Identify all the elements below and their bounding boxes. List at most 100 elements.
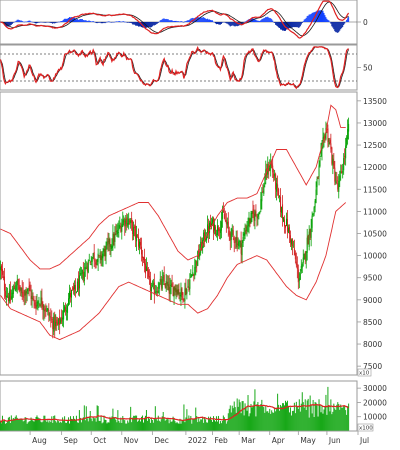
volume-bar: [121, 422, 123, 431]
volume-bar: [59, 422, 61, 431]
volume-bar: [118, 420, 120, 431]
candle-body: [309, 229, 311, 236]
macd-histogram-bar: [29, 20, 31, 22]
macd-histogram-bar: [160, 19, 162, 22]
volume-bar: [129, 417, 131, 431]
stoch-y-tick-label: 50: [363, 64, 373, 73]
volume-bar: [72, 416, 74, 431]
volume-bar: [263, 407, 265, 431]
candle-body: [93, 252, 95, 261]
volume-bar: [3, 419, 5, 431]
candle-body: [259, 211, 261, 213]
volume-bar: [6, 421, 8, 431]
volume-bar: [36, 415, 38, 431]
volume-bar: [225, 423, 227, 431]
candle-body: [96, 259, 98, 266]
macd-histogram-bar: [77, 19, 79, 22]
candle-body: [220, 221, 222, 231]
candle-body: [2, 276, 4, 278]
macd-histogram-bar: [93, 21, 95, 23]
candle-body: [264, 182, 266, 185]
macd-histogram-bar: [140, 22, 142, 27]
macd-histogram-bar: [191, 18, 193, 22]
volume-bar: [310, 404, 312, 431]
volume-bar: [249, 413, 251, 431]
volume-y-tick-label: 20000: [363, 398, 387, 407]
volume-bar: [42, 421, 44, 431]
volume-bar: [196, 416, 198, 431]
macd-histogram-bar: [6, 22, 8, 27]
macd-histogram-bar: [119, 21, 121, 22]
volume-bar: [33, 421, 35, 431]
volume-bar: [94, 418, 96, 431]
candle-body: [128, 218, 130, 225]
macd-histogram-bar: [24, 21, 26, 23]
x-tick-label: Aug: [32, 436, 47, 445]
volume-bar: [325, 394, 327, 431]
volume-bar: [12, 418, 14, 431]
macd-histogram-bar: [42, 22, 44, 23]
candle-body: [59, 316, 61, 325]
candle-body: [136, 234, 138, 242]
macd-histogram-bar: [96, 22, 98, 24]
macd-histogram-bar: [200, 16, 202, 22]
volume-bar: [53, 415, 55, 431]
macd-histogram-bar: [232, 22, 234, 26]
candle-body: [91, 257, 93, 262]
candle-body: [340, 171, 342, 174]
candle-body: [146, 268, 148, 272]
macd-histogram-bar: [7, 22, 9, 27]
volume-bar: [119, 422, 121, 431]
macd-histogram-bar: [11, 22, 13, 24]
stochastic-line: [0, 45, 349, 90]
macd-histogram-bar: [145, 22, 147, 28]
candle-body: [46, 308, 48, 311]
macd-histogram-bar: [261, 19, 263, 22]
candle-body: [297, 269, 299, 283]
volume-bar: [298, 399, 300, 431]
volume-bar: [75, 415, 77, 431]
candle-body: [65, 307, 67, 311]
volume-bar: [114, 417, 116, 431]
candle-body: [317, 177, 319, 179]
candle-body: [184, 288, 186, 302]
volume-bar: [10, 415, 12, 431]
candle-body: [180, 288, 182, 297]
volume-bar: [74, 419, 76, 431]
macd-histogram-bar: [19, 20, 21, 22]
candle-body: [50, 317, 52, 319]
candle-body: [20, 287, 22, 291]
candle-body: [251, 211, 253, 214]
volume-bar: [51, 416, 53, 431]
volume-bar: [340, 404, 342, 431]
volume-bar: [250, 404, 252, 431]
volume-bar: [329, 411, 331, 431]
candle-body: [116, 230, 118, 235]
macd-histogram-bar: [250, 18, 252, 22]
volume-bar: [95, 421, 97, 431]
macd-histogram-bar: [220, 22, 222, 24]
volume-bar: [173, 419, 175, 431]
macd-histogram-bar: [280, 22, 282, 30]
candle-body: [97, 253, 99, 262]
candle-body: [69, 291, 71, 299]
candle-body: [163, 274, 165, 282]
volume-bar: [194, 419, 196, 431]
candle-body: [192, 272, 194, 276]
macd-histogram-bar: [60, 21, 62, 22]
candle-body: [0, 265, 2, 271]
candle-body: [143, 257, 145, 265]
volume-bar: [84, 420, 86, 431]
macd-histogram-bar: [304, 18, 306, 22]
candle-body: [301, 264, 303, 268]
volume-bar: [63, 420, 65, 431]
macd-histogram-bar: [122, 21, 124, 22]
candle-body: [68, 298, 70, 306]
candle-body: [182, 292, 184, 301]
macd-histogram-bar: [301, 22, 303, 23]
volume-bar: [319, 404, 321, 431]
macd-histogram-bar: [342, 22, 344, 28]
volume-bar: [268, 412, 270, 431]
volume-bar: [78, 410, 80, 431]
volume-bar: [98, 420, 100, 431]
